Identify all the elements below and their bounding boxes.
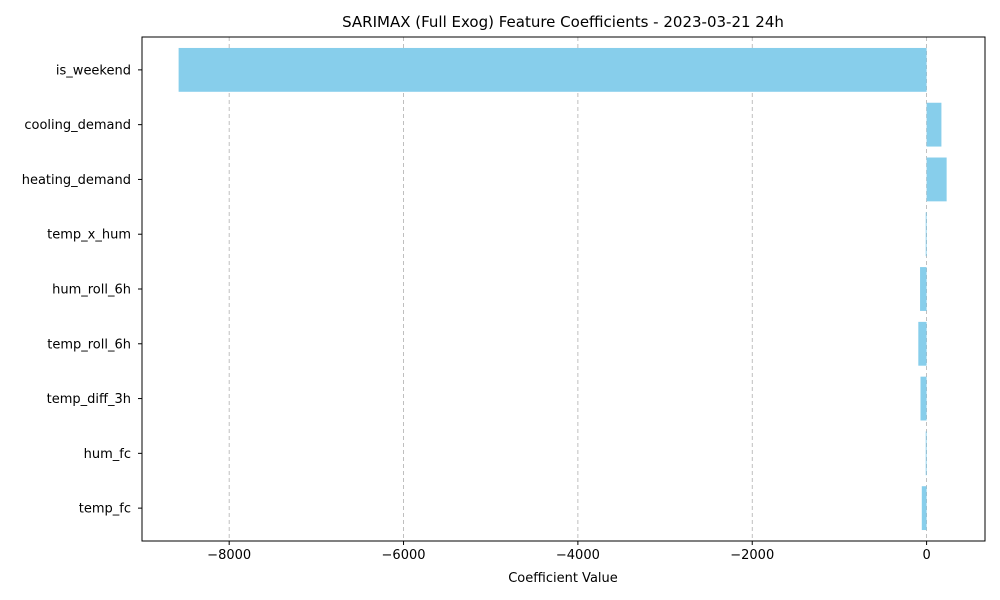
bar-hum-fc — [925, 431, 927, 476]
x-axis-label: Coefficient Value — [508, 571, 618, 586]
y-tick-label: hum_roll_6h — [52, 283, 131, 298]
x-tick-label: −2000 — [730, 548, 774, 563]
x-axis-ticks: −8000 −6000 −4000 −2000 0 — [207, 541, 931, 563]
bar-temp-fc — [921, 486, 927, 531]
y-tick-label: heating_demand — [22, 173, 131, 188]
x-tick-label: −6000 — [382, 548, 426, 563]
y-tick-label: temp_x_hum — [47, 228, 131, 243]
y-tick-label: cooling_demand — [24, 118, 131, 133]
bar-is-weekend — [178, 47, 927, 92]
y-tick-label: temp_fc — [79, 502, 131, 517]
y-tick-label: is_weekend — [56, 63, 131, 78]
x-tick-label: −8000 — [207, 548, 251, 563]
y-tick-label: hum_fc — [84, 447, 131, 462]
bar-heating-demand — [926, 157, 947, 202]
x-tick-label: −4000 — [556, 548, 600, 563]
grid-lines — [228, 37, 927, 541]
y-axis-ticks: is_weekend cooling_demand heating_demandte… — [22, 63, 142, 517]
bar-hum-roll-6h — [920, 267, 927, 311]
y-tick-label: temp_roll_6h — [47, 337, 131, 352]
y-tick-label: temp_diff_3h — [47, 392, 131, 407]
plot-frame — [141, 36, 986, 542]
bar-temp-x-hum — [925, 212, 927, 257]
bar-temp-roll-6h — [918, 321, 927, 366]
bar-temp-diff-3h — [920, 376, 927, 421]
bar-cooling-demand — [926, 102, 942, 147]
bars — [178, 47, 947, 531]
chart-title: SARIMAX (Full Exog) Feature Coefficients… — [342, 13, 784, 31]
x-tick-label: 0 — [922, 548, 930, 563]
